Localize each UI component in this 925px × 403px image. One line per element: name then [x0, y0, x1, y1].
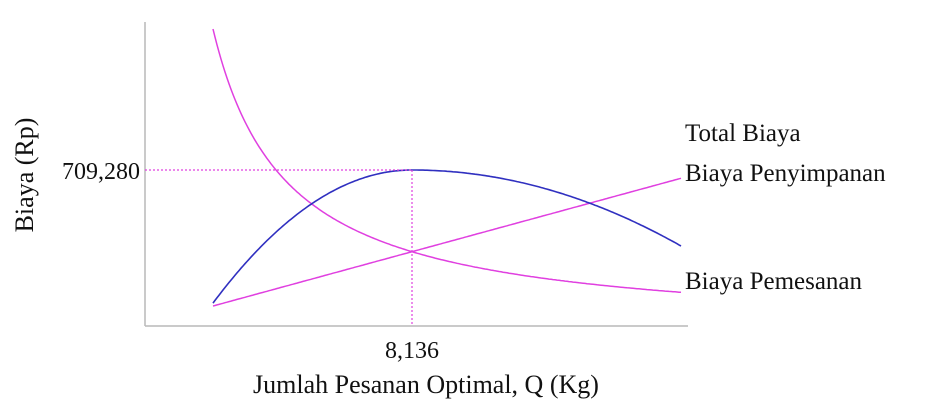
series-line-biaya-penyimpanan — [212, 177, 682, 307]
x-tick-label-optimum-quantity: 8,136 — [385, 338, 439, 364]
y-tick-label-optimum-cost: 709,280 — [62, 159, 140, 185]
series-label-biaya-penyimpanan: Biaya Penyimpanan — [685, 160, 886, 187]
y-axis-title: Biaya (Rp) — [10, 118, 39, 233]
x-axis-title: Jumlah Pesanan Optimal, Q (Kg) — [253, 370, 599, 399]
series-line-biaya-pemesanan — [212, 28, 682, 294]
series-line-total-biaya — [212, 169, 682, 304]
series-label-total-biaya: Total Biaya — [685, 120, 801, 147]
series-label-biaya-pemesanan: Biaya Pemesanan — [685, 268, 863, 295]
